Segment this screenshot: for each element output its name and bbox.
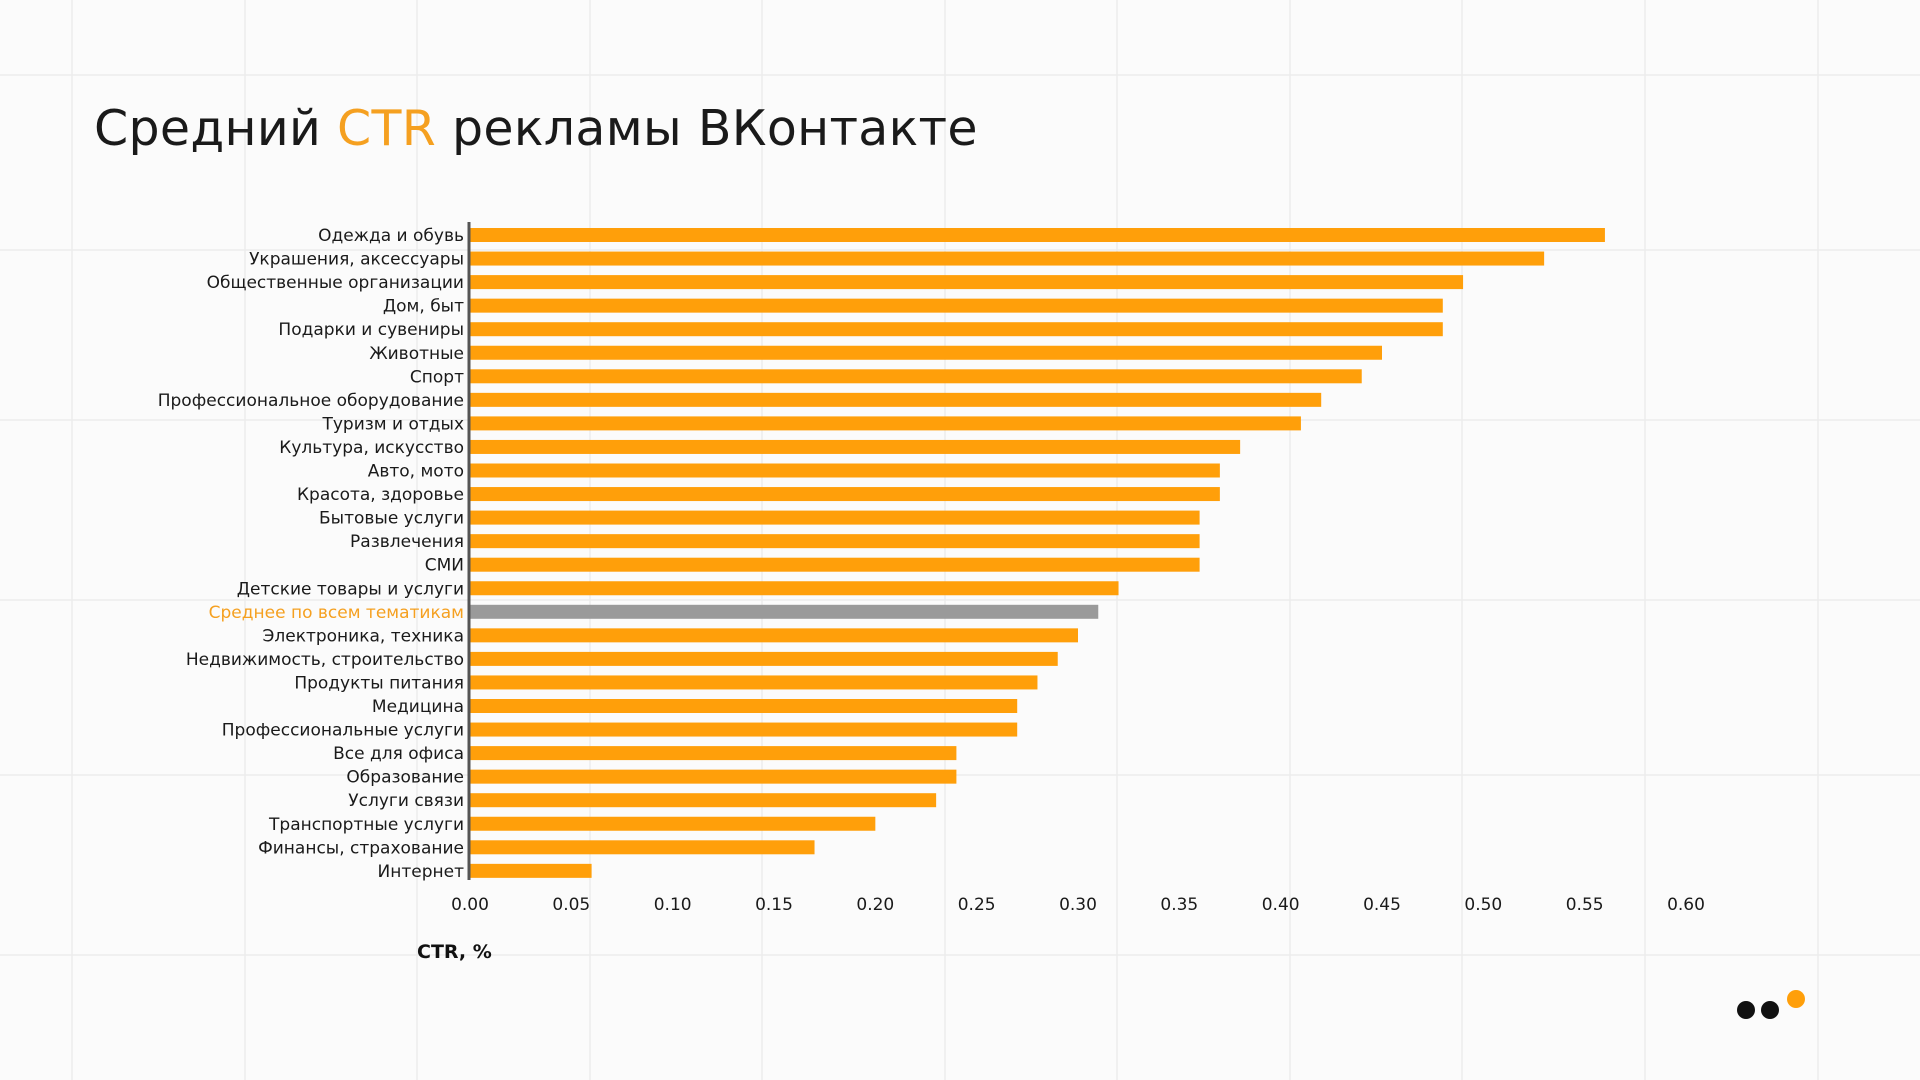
x-tick-label: 0.30 — [1059, 895, 1097, 915]
bar — [470, 863, 592, 878]
bar — [470, 699, 1018, 713]
title-text-end: рекламы ВКонтакте — [436, 100, 978, 157]
bar — [470, 651, 1058, 666]
bar — [470, 840, 815, 855]
x-tick-label: 0.60 — [1667, 895, 1705, 915]
bar — [470, 392, 1322, 407]
bar — [470, 581, 1119, 596]
category-label: Образование — [346, 768, 464, 788]
category-label: Развлечения — [350, 532, 464, 552]
category-label: Подарки и сувениры — [278, 320, 464, 340]
bar — [470, 534, 1200, 549]
x-tick-label: 0.45 — [1363, 895, 1401, 915]
x-axis-label: CTR, % — [417, 941, 492, 963]
x-tick-labels-group: 0.00 0.05 0.10 0.15 0.20 0.25 0.30 0.35 0.40 0.45… — [451, 895, 1705, 915]
title-text-start: Средний — [94, 100, 338, 157]
category-label: СМИ — [425, 556, 464, 576]
bar — [470, 816, 876, 831]
category-label: Украшения, аксессуары — [249, 250, 464, 270]
bar — [470, 746, 957, 761]
category-label: Все для офиса — [333, 744, 464, 764]
x-tick-label: 0.00 — [451, 895, 489, 915]
bar — [470, 557, 1200, 572]
category-label: Профессиональные услуги — [222, 721, 464, 741]
black-dot-2 — [1761, 1001, 1779, 1019]
bar — [470, 487, 1220, 502]
page-title: Средний CTR рекламы ВКонтакте — [94, 100, 978, 157]
x-tick-label: 0.50 — [1464, 895, 1502, 915]
brand-dots-logo — [1735, 987, 1815, 1019]
category-label: Профессиональное оборудование — [158, 391, 464, 411]
category-label: Спорт — [410, 367, 464, 387]
orange-dot — [1787, 990, 1805, 1008]
category-label: Одежда и обувь — [318, 226, 464, 246]
category-label: Животные — [369, 344, 464, 364]
x-tick-label: 0.10 — [654, 895, 692, 915]
category-label: Финансы, страхование — [258, 838, 464, 858]
category-label: Услуги связи — [348, 791, 464, 811]
x-tick-label: 0.25 — [958, 895, 996, 915]
bar — [470, 275, 1464, 290]
bar — [470, 510, 1200, 525]
bar — [470, 463, 1220, 478]
category-label-average: Среднее по всем тематикам — [209, 603, 464, 623]
bar — [470, 793, 937, 808]
category-label: Транспортные услуги — [268, 815, 464, 835]
bar — [470, 722, 1018, 737]
bar — [470, 228, 1605, 242]
bar — [470, 416, 1301, 431]
bar — [470, 675, 1038, 690]
bar — [470, 345, 1382, 360]
category-label: Туризм и отдых — [321, 414, 464, 434]
category-label: Продукты питания — [294, 673, 464, 693]
bar — [470, 369, 1362, 384]
x-tick-label: 0.55 — [1566, 895, 1604, 915]
category-label: Бытовые услуги — [319, 509, 464, 529]
x-tick-label: 0.20 — [856, 895, 894, 915]
bar — [470, 322, 1443, 337]
x-tick-label: 0.35 — [1160, 895, 1198, 915]
category-label: Красота, здоровье — [297, 485, 464, 505]
title-accent-ctr: CTR — [337, 100, 437, 157]
category-label: Авто, мото — [368, 462, 464, 482]
bar — [470, 439, 1241, 454]
x-tick-label: 0.05 — [552, 895, 590, 915]
x-tick-label: 0.15 — [755, 895, 793, 915]
average-bar — [470, 604, 1099, 619]
bar — [470, 298, 1443, 313]
bar — [470, 251, 1545, 266]
bar — [470, 769, 957, 784]
category-label: Культура, искусство — [279, 438, 464, 458]
bar — [470, 628, 1078, 643]
bars-group — [470, 228, 1605, 878]
category-label: Недвижимость, строительство — [186, 650, 464, 670]
x-tick-label: 0.40 — [1262, 895, 1300, 915]
category-labels-group: Одежда и обувь Украшения, аксессуары Общес… — [158, 226, 464, 882]
category-label: Интернет — [378, 862, 465, 882]
black-dot-1 — [1737, 1001, 1755, 1019]
category-label: Общественные организации — [207, 273, 464, 293]
category-label: Детские товары и услуги — [237, 579, 464, 599]
category-label: Дом, быт — [383, 297, 464, 317]
category-label: Медицина — [372, 697, 464, 717]
category-label: Электроника, техника — [263, 626, 465, 646]
